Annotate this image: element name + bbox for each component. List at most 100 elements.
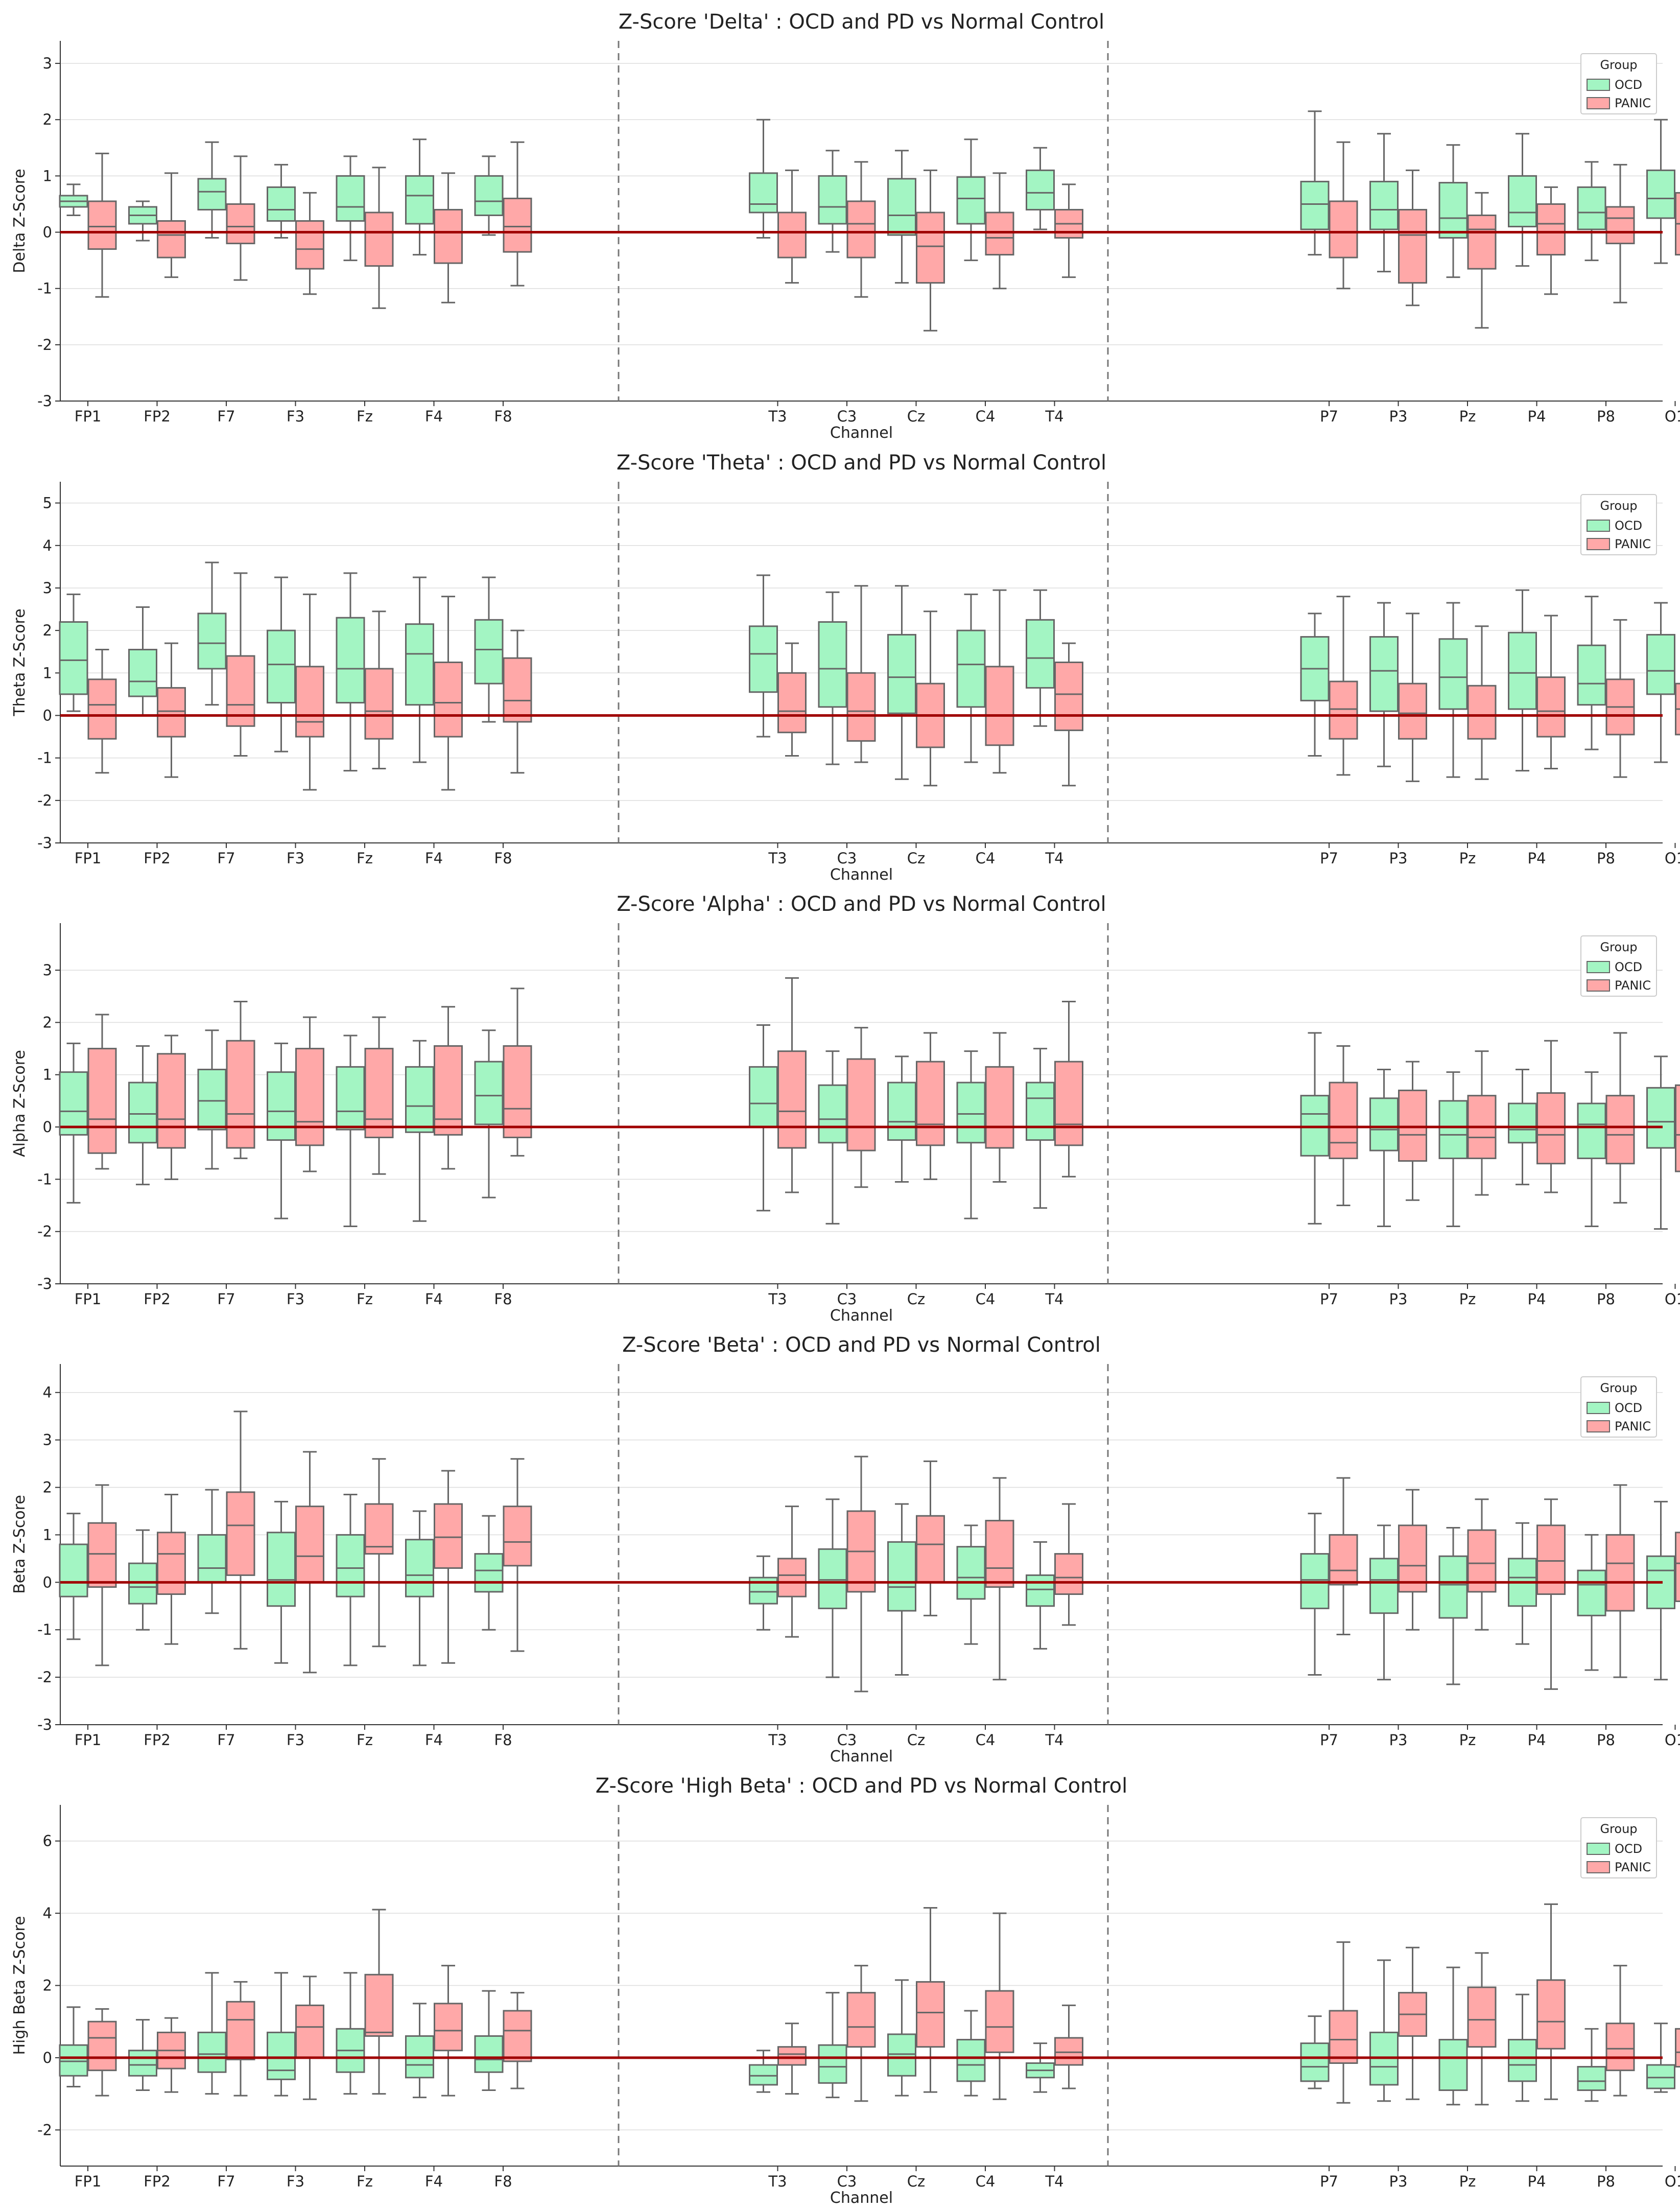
y-axis-label: Delta Z-Score xyxy=(11,169,29,273)
box-iqr xyxy=(818,621,847,708)
x-tick-label: P8 xyxy=(1597,1731,1615,1749)
x-tick-label: T3 xyxy=(768,1731,787,1749)
y-tick-label: 0 xyxy=(43,224,52,241)
box-iqr xyxy=(777,2046,807,2066)
box-panic-F8 xyxy=(503,1992,532,2089)
x-tick-label: F7 xyxy=(217,1731,235,1749)
box-panic-Cz xyxy=(916,1907,945,2093)
box-ocd-FP2 xyxy=(128,1529,157,1631)
box-panic-F4 xyxy=(434,1006,463,1170)
box-panic-Cz xyxy=(916,610,945,787)
box-ocd-O1 xyxy=(1646,1055,1675,1230)
box-ocd-C3 xyxy=(818,1992,847,2099)
box-iqr xyxy=(1508,2039,1537,2082)
box-iqr xyxy=(1605,2023,1635,2072)
box-iqr xyxy=(336,1066,365,1131)
box-iqr xyxy=(364,1048,394,1139)
box-panic-P3 xyxy=(1398,169,1427,307)
x-axis-label: Channel xyxy=(830,424,893,442)
box-iqr xyxy=(916,1981,945,2048)
x-tick-label: FP1 xyxy=(75,850,102,867)
x-tick-label: O1 xyxy=(1665,408,1680,425)
box-ocd-F3 xyxy=(267,1500,296,1664)
box-panic-Cz xyxy=(916,169,945,332)
x-tick-label: P8 xyxy=(1597,1290,1615,1308)
legend-swatch-panic xyxy=(1587,97,1610,109)
box-panic-T4 xyxy=(1054,642,1083,787)
box-iqr xyxy=(887,633,916,714)
box-iqr xyxy=(364,1973,394,2037)
box-iqr xyxy=(1054,1061,1083,1146)
box-panic-P7 xyxy=(1329,1477,1358,1635)
x-tick-label: Pz xyxy=(1459,1731,1476,1749)
box-iqr xyxy=(157,220,186,258)
box-iqr xyxy=(777,211,807,258)
box-iqr xyxy=(1536,1092,1566,1165)
box-ocd-P4 xyxy=(1508,1068,1537,1186)
x-axis-label: Channel xyxy=(830,866,893,884)
box-panic-T3 xyxy=(777,642,807,757)
box-iqr xyxy=(1300,2042,1330,2082)
x-tick-label: C4 xyxy=(976,1731,996,1749)
y-tick-label: -1 xyxy=(37,280,52,297)
box-iqr xyxy=(474,2035,504,2073)
x-tick-label: Fz xyxy=(357,408,373,425)
y-tick-label: 1 xyxy=(43,1526,52,1543)
y-tick-label: -2 xyxy=(37,792,52,809)
box-ocd-P8 xyxy=(1577,161,1606,262)
box-ocd-F7 xyxy=(197,1972,227,2095)
box-iqr xyxy=(749,172,778,214)
box-ocd-FP1 xyxy=(59,1042,88,1204)
box-panic-O1 xyxy=(1675,192,1680,256)
box-ocd-FP1 xyxy=(59,593,88,712)
chart-title: Z-Score 'Theta' : OCD and PD vs Normal C… xyxy=(617,451,1106,475)
box-iqr xyxy=(157,1053,186,1149)
box-iqr xyxy=(59,1543,88,1597)
box-iqr xyxy=(1536,676,1566,738)
box-ocd-F7 xyxy=(197,561,227,706)
x-tick-label: FP2 xyxy=(144,850,171,867)
box-iqr xyxy=(818,1084,847,1144)
y-tick-label: -1 xyxy=(37,749,52,767)
box-iqr xyxy=(1438,2039,1468,2091)
legend-swatch-ocd xyxy=(1587,1402,1610,1414)
legend-swatch-panic xyxy=(1587,1420,1610,1432)
box-panic-Pz xyxy=(1467,192,1497,329)
box-ocd-Fz xyxy=(336,1493,365,1666)
legend-label-ocd: OCD xyxy=(1615,519,1642,533)
x-tick-label: FP1 xyxy=(75,1290,102,1308)
box-panic-F3 xyxy=(295,192,324,295)
x-tick-label: Fz xyxy=(357,1290,373,1308)
box-panic-T4 xyxy=(1054,1503,1083,1626)
box-iqr xyxy=(1300,1095,1330,1157)
box-iqr xyxy=(1467,1986,1497,2048)
box-iqr xyxy=(1329,1534,1358,1586)
y-tick-label: -1 xyxy=(37,1621,52,1638)
box-iqr xyxy=(777,1558,807,1597)
box-iqr xyxy=(1054,662,1083,732)
box-panic-F3 xyxy=(295,1016,324,1172)
box-panic-T4 xyxy=(1054,1000,1083,1178)
x-tick-label: Fz xyxy=(357,1731,373,1749)
box-ocd-FP2 xyxy=(128,200,157,242)
box-iqr xyxy=(128,649,157,697)
x-tick-label: P3 xyxy=(1389,850,1408,867)
box-panic-F7 xyxy=(226,1410,255,1650)
box-panic-O1 xyxy=(1675,1532,1680,1602)
x-tick-label: FP2 xyxy=(144,1731,171,1749)
box-ocd-F8 xyxy=(474,576,504,723)
box-iqr xyxy=(87,1048,117,1154)
box-ocd-Fz xyxy=(336,1035,365,1227)
x-tick-label: T4 xyxy=(1045,1731,1063,1749)
box-ocd-FP2 xyxy=(128,2019,157,2091)
box-iqr xyxy=(267,1071,296,1141)
box-ocd-T3 xyxy=(749,119,778,239)
x-tick-label: P3 xyxy=(1389,2173,1408,2190)
box-panic-T3 xyxy=(777,977,807,1193)
legend-title: Group xyxy=(1600,1381,1637,1395)
box-ocd-Pz xyxy=(1438,1071,1468,1227)
box-panic-P3 xyxy=(1398,1489,1427,1631)
box-panic-C3 xyxy=(846,1455,876,1692)
x-tick-label: C4 xyxy=(976,1290,996,1308)
